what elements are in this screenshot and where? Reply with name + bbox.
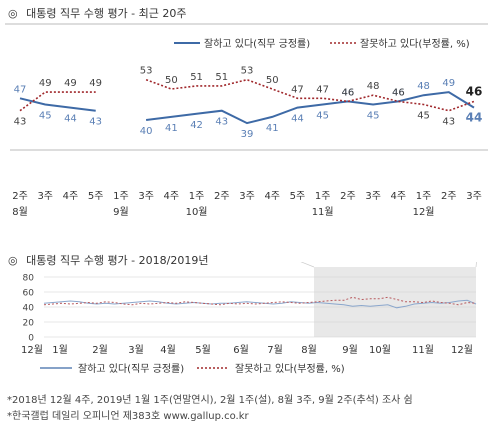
disapprove-data-label: 49: [39, 78, 52, 89]
overview-approve-line: [43, 299, 477, 309]
x-tick-week: 3주: [37, 191, 53, 202]
approve-data-label: 45: [316, 111, 329, 122]
disapprove-data-label: 50: [165, 75, 178, 86]
approve-data-label: 41: [266, 123, 279, 134]
disapprove-data-label: 43: [14, 117, 27, 128]
approve-data-label: 43: [89, 117, 102, 128]
y-tick-label: 60: [23, 289, 35, 299]
approve-data-label: 44: [64, 114, 77, 125]
disapprove-data-label: 49: [64, 78, 77, 89]
bottom-legend-approve-label: 잘하고 있다(직무 긍정률): [78, 362, 184, 375]
disapprove-data-label: 46: [392, 87, 405, 98]
x-tick-week: 4주: [264, 191, 280, 202]
disapprove-data-label: 47: [316, 84, 329, 95]
x-tick-week: 5주: [290, 191, 306, 202]
approve-data-label: 46: [342, 87, 355, 98]
legend-disapprove-label: 잘못하고 있다(부정률, %): [360, 37, 470, 50]
approve-data-label: 42: [190, 120, 203, 131]
x-tick-week: 2주: [12, 191, 28, 202]
approve-data-label: 48: [417, 81, 430, 92]
footnote-skipped-weeks: *2018년 12월 4주, 2019년 1월 1주(연말연시), 2월 1주(…: [7, 395, 413, 406]
approve-series-line: [19, 91, 475, 125]
x-tick-week: 1주: [189, 191, 205, 202]
disapprove-data-label: 51: [190, 72, 203, 83]
bottom-legend-disapprove-label: 잘못하고 있다(부정률, %): [235, 362, 345, 375]
disapprove-data-label: 53: [241, 66, 254, 77]
overview-disapprove-line: [43, 296, 477, 306]
approve-data-label: 45: [367, 111, 380, 122]
x-tick-week: 4주: [63, 191, 79, 202]
bottom-overview-chart: 0 20 40 60 80 12월 1월 2월 3월 4월 5월 6월 7월 8월 9월 10월 11월 12월…: [21, 262, 477, 375]
disapprove-data-label: 48: [367, 81, 380, 92]
x-tick-week: 3주: [138, 191, 154, 202]
x-tick-month: 4월: [160, 344, 176, 356]
x-tick-month: 12월: [451, 344, 473, 356]
disapprove-data-label: 49: [89, 78, 102, 89]
x-tick-week: 1주: [416, 191, 432, 202]
x-tick-week: 3주: [239, 191, 255, 202]
x-tick-month: 10월: [186, 206, 208, 218]
x-tick-week: 1주: [315, 191, 331, 202]
x-tick-week: 1주: [113, 191, 129, 202]
disapprove-series-line: [19, 78, 475, 112]
x-tick-month: 9월: [342, 344, 358, 356]
approve-data-label: 44: [291, 114, 304, 125]
y-tick-label: 40: [23, 304, 35, 314]
x-tick-month: 11월: [412, 344, 434, 356]
x-tick-month: 12월: [21, 344, 43, 356]
x-tick-month: 12월: [413, 206, 435, 218]
target-icon: ◎: [8, 254, 18, 267]
y-tick-label: 20: [23, 319, 35, 329]
x-tick-week: 2주: [441, 191, 457, 202]
disapprove-data-label: 43: [442, 117, 455, 128]
approve-data-label: 47: [14, 84, 27, 95]
approve-data-label: 43: [215, 117, 228, 128]
x-tick-week: 3주: [466, 191, 482, 202]
approve-data-label: 40: [140, 126, 153, 137]
bottom-title-text: 대통령 직무 수행 평가 - 2018/2019년: [26, 254, 209, 267]
y-tick-label: 0: [28, 334, 34, 344]
target-icon: ◎: [8, 7, 18, 20]
approve-data-label: 46: [392, 87, 405, 98]
x-tick-week: 2주: [214, 191, 230, 202]
x-tick-week: 3주: [365, 191, 381, 202]
x-tick-month: 5월: [195, 344, 211, 356]
approve-data-label: 45: [39, 111, 52, 122]
x-tick-month: 2월: [92, 344, 108, 356]
x-tick-month: 11월: [312, 206, 334, 218]
top-chart-title: ◎ 대통령 직무 수행 평가 - 최근 20주: [8, 5, 187, 21]
disapprove-data-label: 51: [215, 72, 228, 83]
disapprove-data-label: 46: [342, 87, 355, 98]
recent-20-weeks-highlight: [314, 267, 476, 337]
x-tick-month: 7월: [267, 344, 283, 356]
approve-data-label: 49: [442, 78, 455, 89]
x-tick-week: 4주: [391, 191, 407, 202]
x-tick-month: 1월: [52, 344, 68, 356]
disapprove-data-label: 47: [291, 84, 304, 95]
disapprove-data-label: 45: [417, 111, 430, 122]
x-tick-month: 3월: [128, 344, 144, 356]
x-tick-month: 8월: [301, 344, 317, 356]
approve-data-label: 39: [241, 129, 254, 140]
x-tick-week: 5주: [88, 191, 104, 202]
legend-approve-label: 잘하고 있다(직무 긍정률): [204, 37, 310, 50]
top-title-text: 대통령 직무 수행 평가 - 최근 20주: [26, 7, 187, 20]
disapprove-data-label: 46: [466, 84, 483, 98]
x-tick-month: 8월: [12, 206, 28, 218]
x-tick-week: 4주: [164, 191, 180, 202]
x-tick-month: 6월: [233, 344, 249, 356]
disapprove-data-label: 50: [266, 75, 279, 86]
approve-data-label: 41: [165, 123, 178, 134]
bottom-chart-title: ◎ 대통령 직무 수행 평가 - 2018/2019년: [8, 252, 208, 268]
x-tick-week: 2주: [340, 191, 356, 202]
x-tick-month: 10월: [369, 344, 391, 356]
top-line-chart: 잘하고 있다(직무 긍정률) 잘못하고 있다(부정률, %) 47 45 44 43 4…: [5, 23, 488, 218]
footnote-source: *한국갤럽 데일리 오피니언 제383호 www.gallup.co.kr: [7, 411, 249, 422]
approve-data-label: 44: [466, 111, 483, 125]
disapprove-data-label: 53: [140, 66, 153, 77]
x-tick-month: 9월: [113, 206, 129, 218]
y-tick-label: 80: [23, 274, 35, 284]
